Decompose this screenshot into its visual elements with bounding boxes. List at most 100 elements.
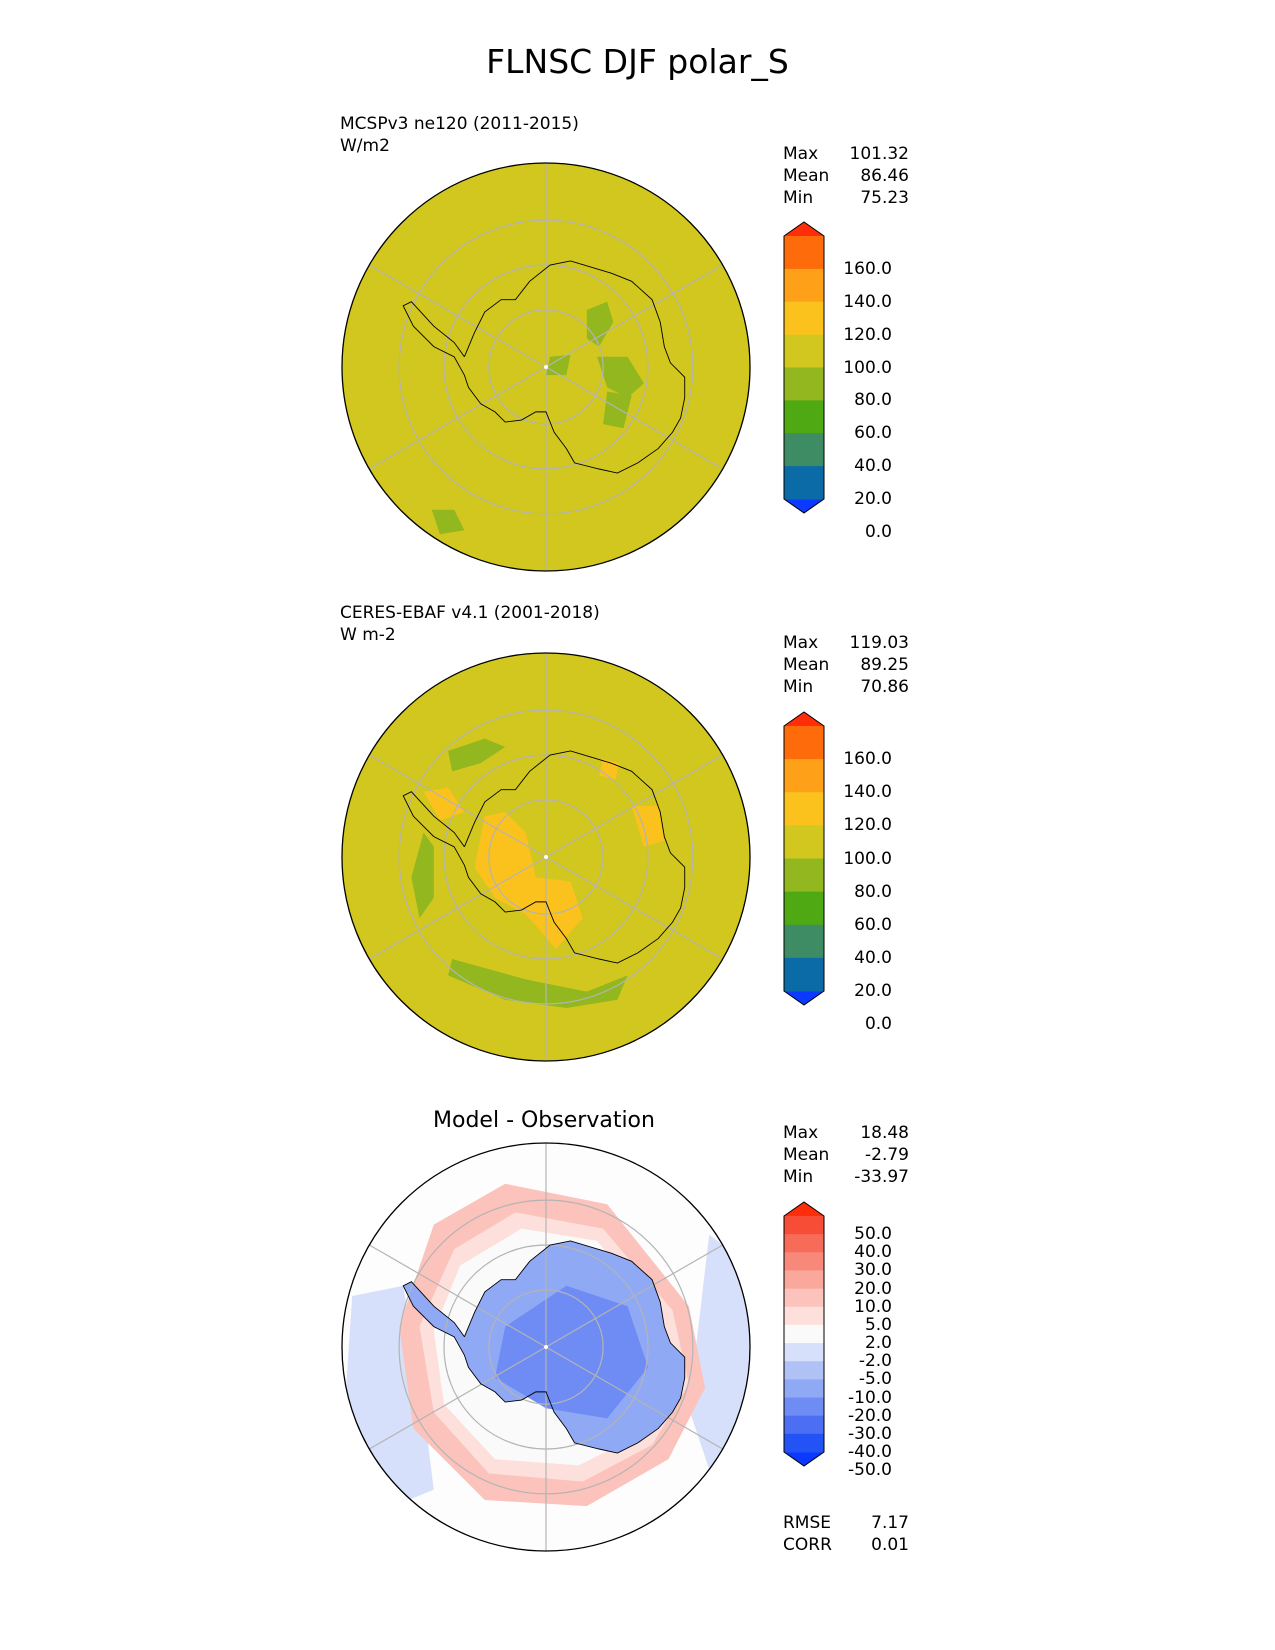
longitude-line	[369, 366, 547, 470]
field-patch	[411, 832, 434, 919]
colorbar-segment	[784, 1306, 824, 1326]
panel-reference-name: CERES-EBAF v4.1 (2001-2018)	[340, 603, 600, 623]
colorbar-tick-label: 100.0	[843, 848, 892, 869]
stat-value: 70.86	[860, 677, 909, 697]
longitude-line	[545, 1244, 723, 1348]
colorbar-outline	[783, 1201, 825, 1467]
colorbar-tick-label: 140.0	[843, 291, 892, 312]
colorbar-diff	[783, 1201, 825, 1467]
field-patch	[448, 959, 628, 1008]
panel-diff-stats: Max 18.48 Mean -2.79 Min -33.97	[783, 1122, 909, 1188]
colorbar-extend-min	[784, 1452, 824, 1466]
colorbar-tick-label: -10.0	[848, 1387, 892, 1408]
colorbar-segment	[784, 236, 824, 270]
stat-label: Max	[783, 1123, 819, 1143]
stat-label: Min	[783, 1167, 814, 1187]
longitude-line	[545, 754, 723, 858]
panel-reference-stats: Max 119.03 Mean 89.25 Min 70.86	[783, 632, 909, 698]
colorbar-tick-label: 40.0	[854, 947, 892, 968]
colorbar-tick-label: -50.0	[848, 1460, 892, 1481]
colorbar-extend-max	[784, 712, 824, 726]
panel-diff-title: Model - Observation	[433, 1108, 655, 1133]
map-test	[341, 162, 751, 572]
longitude-line	[545, 264, 723, 368]
colorbar-segment	[784, 1397, 824, 1417]
colorbar-tick-label: 0.0	[864, 521, 892, 542]
stat-value: 119.03	[849, 633, 909, 653]
colorbar-segment	[784, 1343, 824, 1362]
map-border	[341, 162, 751, 572]
longitude-line	[545, 856, 723, 960]
colorbar-segment	[784, 1270, 824, 1290]
stat-label: Max	[783, 144, 819, 164]
colorbar-segment	[784, 1288, 824, 1308]
colorbar-segment	[784, 301, 824, 336]
colorbar-outline	[783, 221, 825, 514]
colorbar-segment	[784, 726, 824, 760]
colorbar-segment	[784, 400, 824, 434]
longitude-line	[369, 754, 547, 858]
colorbar-tick-label: 20.0	[854, 1278, 892, 1299]
panel-test-stats: Max 101.32 Mean 86.46 Min 75.23	[783, 143, 909, 209]
colorbar-segment	[784, 1252, 824, 1271]
colorbar-segment	[784, 1216, 824, 1235]
pole-marker	[544, 365, 548, 369]
map-reference	[341, 652, 751, 1062]
colorbar-tick-label: 5.0	[864, 1314, 892, 1335]
stat-value: 75.23	[860, 188, 909, 208]
longitude-line	[369, 856, 547, 960]
colorbar-tick-label: 2.0	[864, 1333, 892, 1354]
colorbar-segment	[784, 858, 824, 893]
colorbar-tick-label: 60.0	[854, 423, 892, 444]
colorbar-extend-min	[784, 991, 824, 1005]
colorbar-segment	[784, 367, 824, 401]
longitude-line	[369, 264, 547, 368]
panel-test-units: W/m2	[340, 136, 390, 156]
stat-value: -33.97	[854, 1167, 909, 1187]
colorbar-outline	[783, 711, 825, 1006]
colorbar-tick-label: 120.0	[843, 324, 892, 345]
longitude-line	[369, 1346, 547, 1450]
colorbar-segment	[784, 759, 824, 793]
colorbar-tick-label: 20.0	[854, 981, 892, 1001]
colorbar-segment	[784, 1379, 824, 1399]
colorbar-extend-max	[784, 222, 824, 236]
map-border	[341, 1142, 751, 1552]
stat-label: Min	[783, 188, 814, 208]
colorbar-tick-label: 100.0	[843, 357, 892, 378]
colorbar-tick-label: 120.0	[843, 815, 892, 836]
stat-value: 0.01	[871, 1535, 909, 1555]
colorbar-tick-label: -30.0	[848, 1423, 892, 1444]
colorbar-segment	[784, 466, 824, 500]
stat-value: 89.25	[860, 655, 909, 675]
field-patch	[597, 356, 644, 398]
stat-label: RMSE	[783, 1513, 832, 1533]
colorbar-segment	[784, 334, 824, 368]
colorbar-tick-label: -40.0	[848, 1442, 892, 1462]
coastline	[402, 1240, 686, 1454]
panel-reference-title: CERES-EBAF v4.1 (2001-2018) W m-2	[340, 602, 600, 646]
colorbar-tick-label: 40.0	[854, 456, 892, 477]
stat-label: Max	[783, 633, 819, 653]
longitude-line	[545, 1346, 723, 1450]
colorbar-tick-label: 10.0	[854, 1296, 892, 1317]
colorbar-tick-label: 80.0	[854, 390, 892, 411]
longitude-line	[369, 1244, 547, 1348]
colorbar-segment	[784, 891, 824, 926]
colorbar-extend-max	[784, 1202, 824, 1216]
field-patch	[474, 812, 583, 949]
colorbar-tick-label: 30.0	[854, 1260, 892, 1281]
colorbar-tick-label: -20.0	[848, 1405, 892, 1426]
colorbar-segment	[784, 957, 824, 992]
colorbar-segment	[784, 1433, 824, 1453]
stat-value: 18.48	[860, 1123, 909, 1143]
stat-value: 86.46	[860, 166, 909, 186]
field-patch	[495, 1285, 648, 1419]
colorbar-segment	[784, 268, 824, 303]
stat-label: Min	[783, 677, 814, 697]
colorbar-segment	[784, 792, 824, 826]
colorbar-segment	[784, 1234, 824, 1253]
colorbar-segment	[784, 1361, 824, 1380]
colorbar-test	[783, 221, 825, 514]
coastline	[402, 260, 686, 474]
